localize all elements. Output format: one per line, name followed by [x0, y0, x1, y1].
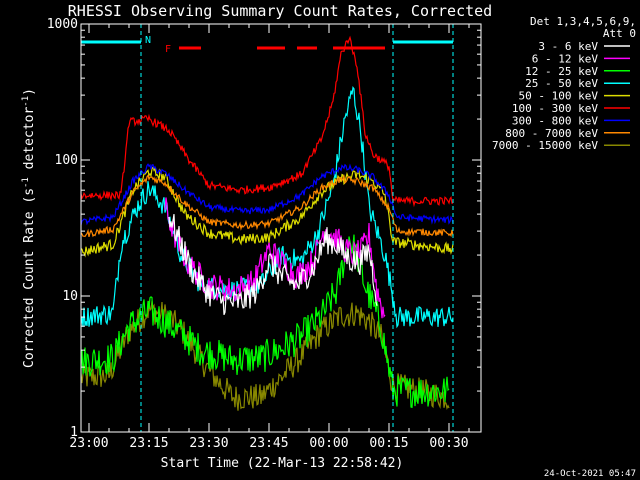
legend-label-s1: 3 - 6 keV — [538, 40, 598, 53]
legend-label-s9: 7000 - 15000 keV — [492, 139, 598, 152]
x-tick-label: 23:30 — [189, 436, 228, 451]
y-axis-label-sup2: -1 — [21, 96, 31, 107]
night-label: N — [145, 35, 151, 46]
y-tick-label: 1 — [70, 425, 78, 440]
y-tick-label: 1000 — [47, 17, 78, 32]
x-tick-label: 00:30 — [429, 436, 468, 451]
series-line-s6 — [80, 35, 454, 208]
y-axis-label-sup1: -1 — [21, 177, 31, 188]
x-tick-label: 23:15 — [129, 436, 168, 451]
legend-label-s2: 6 - 12 keV — [532, 52, 599, 65]
y-axis-label-mid: detector — [22, 107, 37, 178]
series-line-s7 — [80, 163, 454, 226]
legend-label-s8: 800 - 7000 keV — [505, 127, 598, 140]
x-tick-label: 00:15 — [369, 436, 408, 451]
series-line-s5 — [80, 166, 454, 258]
chart-title: RHESSI Observing Summary Count Rates, Co… — [68, 2, 492, 20]
legend-label-s4: 25 - 50 keV — [525, 77, 598, 90]
plot-frame — [80, 23, 482, 433]
x-tick-label: 23:00 — [69, 436, 108, 451]
legend-header-line-1: Det 1,3,4,5,6,9, — [530, 15, 636, 28]
footer-date: 24-Oct-2021 05:47 — [544, 469, 636, 479]
overlay-layer: NF — [81, 24, 454, 432]
y-tick-label: 100 — [55, 153, 78, 168]
series-line-s1 — [168, 214, 378, 316]
y-axis-label: Corrected Count Rate (s-1 detector-1) — [21, 88, 37, 368]
x-tick-label: 23:45 — [249, 436, 288, 451]
y-axis-label-main: Corrected Count Rate (s — [22, 188, 37, 368]
series-line-s4 — [80, 86, 454, 329]
series-line-s3 — [80, 234, 450, 409]
series-line-s8 — [80, 174, 454, 238]
axes: 23:00 23:15 23:30 23:45 00:00 00:15 00:30 1 10 10… — [47, 17, 482, 451]
series-layer — [80, 35, 454, 411]
legend-label-s5: 50 - 100 keV — [519, 90, 599, 103]
x-axis-label: Start Time (22-Mar-13 22:58:42) — [161, 456, 404, 471]
flare-label: F — [165, 44, 171, 55]
legend-label-s6: 100 - 300 keV — [512, 102, 598, 115]
y-axis-label-end: ) — [22, 88, 37, 96]
x-tick-label: 00:00 — [309, 436, 348, 451]
y-tick-label: 10 — [62, 289, 78, 304]
legend-label-s7: 300 - 800 keV — [512, 114, 598, 127]
legend-header-line-2: Att 0 — [603, 27, 636, 40]
legend-label-s3: 12 - 25 keV — [525, 65, 598, 78]
series-line-s9 — [80, 300, 450, 411]
